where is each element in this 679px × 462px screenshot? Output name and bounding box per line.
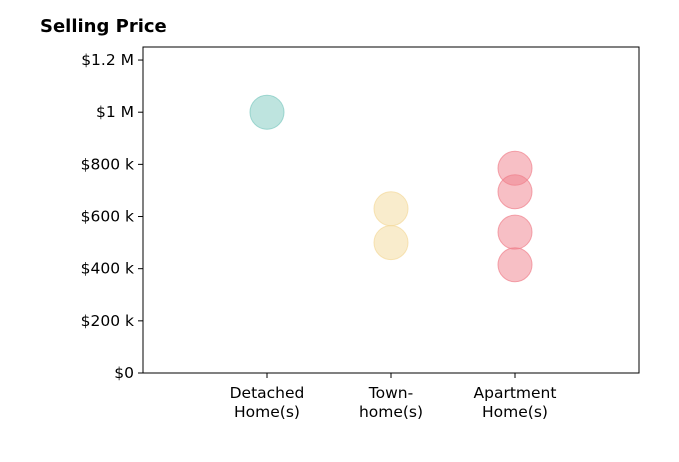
x-tick-label: Detached Home(s) — [230, 384, 305, 421]
chart-title: Selling Price — [40, 16, 167, 37]
x-tick-label-line: Town- — [368, 384, 413, 402]
x-axis: Detached Home(s)Town-home(s)Apartment Home… — [230, 373, 557, 421]
data-point — [373, 225, 409, 261]
y-tick-label: $1 M — [96, 103, 134, 121]
y-tick-label: $600 k — [81, 208, 134, 226]
x-tick-label: Apartment Home(s) — [474, 384, 557, 421]
x-tick-label: Town-home(s) — [359, 384, 423, 421]
data-point — [497, 214, 533, 250]
y-tick-label: $400 k — [81, 260, 134, 278]
data-point — [497, 174, 533, 210]
data-point — [497, 247, 533, 283]
y-tick-label: $0 — [114, 364, 134, 382]
data-points — [249, 94, 533, 283]
x-tick-label-line: home(s) — [359, 403, 423, 421]
x-tick-label-line: Home(s) — [482, 403, 548, 421]
y-tick-label: $1.2 M — [81, 51, 134, 69]
data-point — [249, 94, 285, 130]
y-tick-label: $200 k — [81, 312, 134, 330]
y-axis: $0 $200 k $400 k $600 k $800 k $1 M $1.2 M — [81, 51, 143, 382]
x-tick-label-line: Detached — [230, 384, 305, 402]
data-point — [373, 191, 409, 227]
y-tick-label: $800 k — [81, 155, 134, 173]
x-tick-label-line: Home(s) — [234, 403, 300, 421]
x-tick-label-line: Apartment — [474, 384, 557, 402]
